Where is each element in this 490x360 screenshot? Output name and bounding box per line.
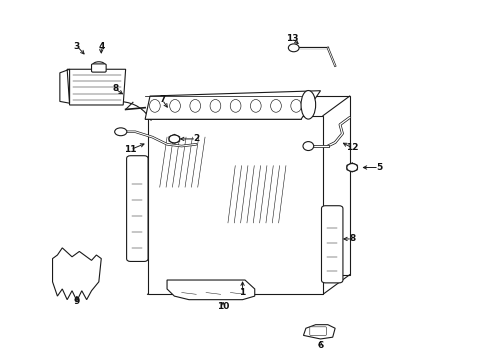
FancyBboxPatch shape <box>92 64 106 72</box>
Text: 8: 8 <box>349 234 355 243</box>
Text: 9: 9 <box>74 297 80 306</box>
Polygon shape <box>67 69 125 105</box>
Text: 12: 12 <box>346 143 359 152</box>
Text: 10: 10 <box>217 302 229 311</box>
FancyBboxPatch shape <box>310 327 326 336</box>
Ellipse shape <box>303 141 314 150</box>
Ellipse shape <box>115 128 127 136</box>
Text: 6: 6 <box>318 341 323 350</box>
Text: 1: 1 <box>240 288 245 297</box>
FancyBboxPatch shape <box>321 206 343 283</box>
Text: 5: 5 <box>376 163 382 172</box>
Ellipse shape <box>169 135 180 143</box>
Text: 3: 3 <box>74 41 80 50</box>
Text: 11: 11 <box>124 145 137 154</box>
Ellipse shape <box>301 90 316 119</box>
Text: 4: 4 <box>98 41 104 50</box>
Ellipse shape <box>93 62 105 68</box>
Text: 7: 7 <box>159 95 165 104</box>
Polygon shape <box>303 325 335 339</box>
Polygon shape <box>52 248 101 301</box>
FancyBboxPatch shape <box>126 156 148 261</box>
Polygon shape <box>147 116 323 294</box>
Text: 2: 2 <box>193 134 199 143</box>
Polygon shape <box>167 280 255 300</box>
Ellipse shape <box>288 44 299 52</box>
Ellipse shape <box>347 163 358 171</box>
Text: 13: 13 <box>287 35 299 44</box>
Text: 8: 8 <box>112 84 119 93</box>
Polygon shape <box>145 91 320 119</box>
